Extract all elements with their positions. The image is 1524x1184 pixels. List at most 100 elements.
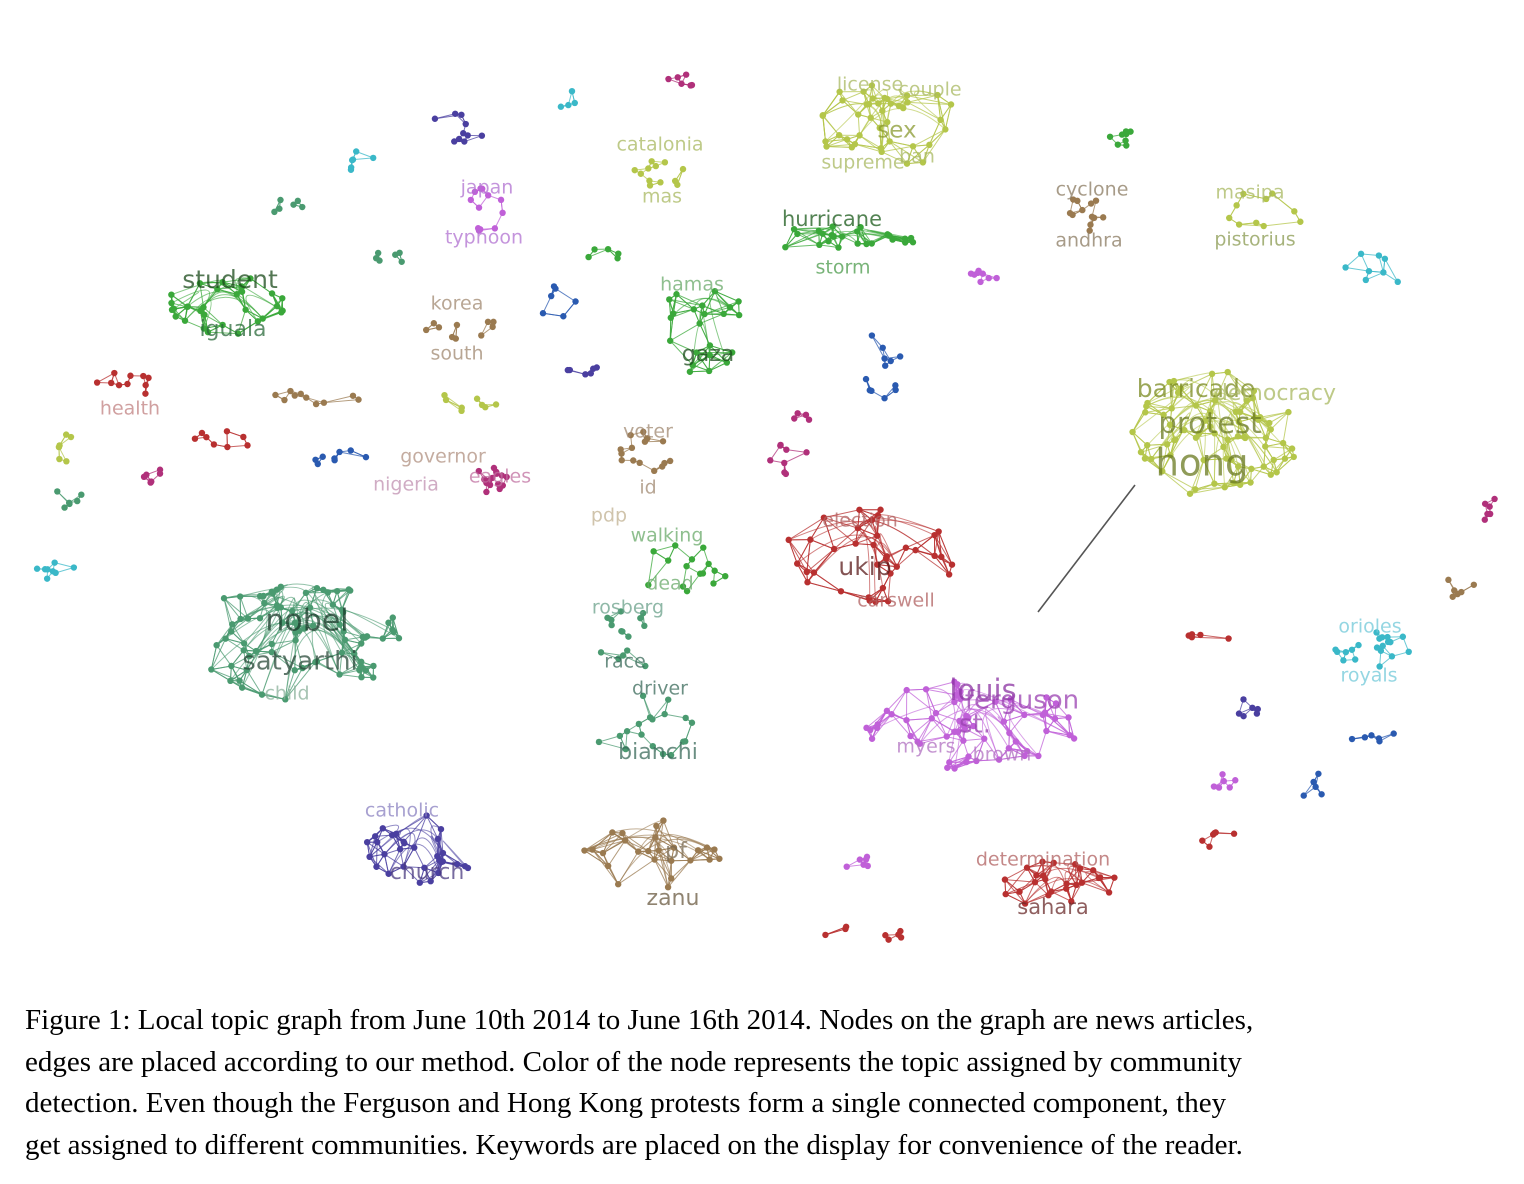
node: [688, 719, 696, 726]
node: [625, 633, 632, 640]
node: [213, 641, 220, 649]
edge: [869, 710, 888, 731]
node: [484, 192, 492, 199]
node: [1310, 778, 1317, 786]
edge: [669, 323, 700, 342]
node: [1491, 495, 1498, 503]
node: [1066, 731, 1073, 739]
edge: [1191, 636, 1229, 640]
node: [887, 357, 894, 365]
edge: [1270, 458, 1286, 476]
node: [842, 925, 849, 933]
edge: [1024, 881, 1036, 904]
edge: [689, 354, 711, 373]
node: [319, 453, 326, 460]
node: [1142, 409, 1149, 416]
edge: [1195, 486, 1225, 490]
edge: [1046, 697, 1056, 719]
edge: [249, 643, 273, 657]
node: [1361, 734, 1369, 741]
node: [299, 664, 306, 672]
node: [887, 100, 894, 107]
node: [1066, 209, 1074, 217]
node: [1039, 711, 1047, 719]
node: [427, 877, 434, 885]
edge: [1180, 373, 1213, 390]
edge: [600, 651, 624, 657]
node: [347, 166, 355, 173]
node: [281, 396, 288, 404]
edge: [403, 866, 425, 869]
node: [453, 860, 461, 868]
edge: [1173, 379, 1265, 467]
node: [1159, 468, 1166, 475]
node: [220, 595, 228, 602]
edge: [788, 539, 808, 573]
node: [291, 392, 298, 399]
edge: [1166, 424, 1171, 445]
node: [240, 433, 247, 441]
edge: [889, 140, 924, 163]
edge: [1177, 392, 1197, 407]
edge: [249, 651, 272, 657]
node: [1234, 433, 1242, 440]
node: [881, 94, 888, 102]
edge: [1161, 444, 1168, 472]
edge: [622, 832, 639, 852]
node: [653, 822, 660, 830]
edge: [699, 313, 724, 325]
node: [650, 548, 657, 555]
node: [1381, 255, 1389, 262]
node: [478, 401, 486, 409]
edge: [392, 617, 400, 639]
node: [111, 369, 118, 377]
edge: [689, 370, 710, 373]
edge: [652, 699, 669, 720]
edge: [891, 689, 908, 715]
node: [868, 82, 876, 89]
edge: [655, 836, 675, 849]
edge: [654, 859, 669, 888]
edge: [1019, 874, 1037, 893]
node: [67, 433, 75, 441]
node: [957, 695, 964, 703]
edge: [1239, 224, 1264, 227]
node: [51, 559, 58, 566]
edge: [1282, 411, 1289, 444]
node: [706, 342, 714, 349]
node: [879, 107, 886, 114]
node: [1376, 663, 1383, 670]
keyword: masipa: [1215, 182, 1284, 204]
node: [970, 722, 977, 730]
edge: [797, 233, 820, 246]
node: [604, 245, 612, 253]
node: [1365, 267, 1373, 275]
edge: [230, 649, 245, 667]
edge: [1010, 698, 1025, 716]
node: [694, 847, 702, 854]
keyword: supreme: [821, 152, 904, 174]
node: [884, 118, 891, 126]
node: [661, 710, 668, 718]
node: [1220, 777, 1228, 785]
node: [767, 457, 774, 464]
node: [301, 625, 308, 632]
edge: [339, 451, 367, 458]
node: [582, 371, 589, 378]
edge: [877, 564, 897, 568]
node: [435, 324, 443, 331]
edge: [271, 651, 296, 671]
node: [674, 74, 681, 81]
node: [1002, 890, 1009, 898]
node: [260, 592, 267, 600]
edge: [896, 547, 907, 567]
node: [777, 441, 784, 449]
node: [395, 635, 403, 642]
node: [1223, 455, 1230, 462]
node: [703, 844, 711, 851]
keyword: carswell: [857, 590, 935, 612]
node: [887, 570, 894, 577]
edge: [284, 667, 303, 700]
edge: [271, 293, 282, 313]
edge: [794, 227, 859, 244]
